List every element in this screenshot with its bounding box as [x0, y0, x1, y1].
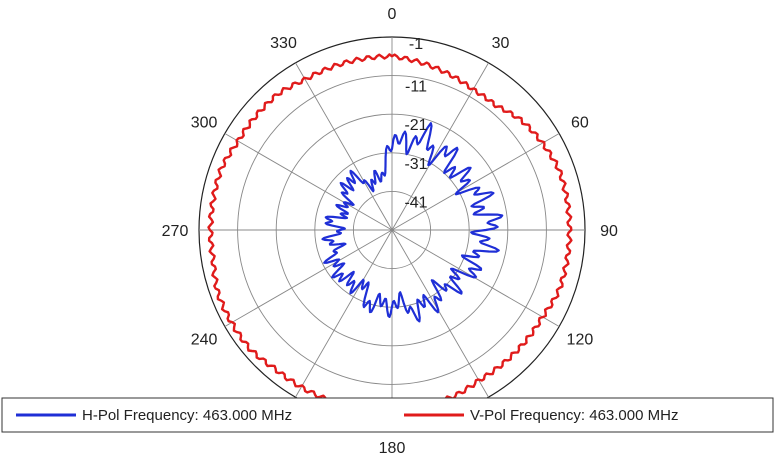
angle-tick-label-180: 180: [379, 440, 406, 457]
angle-tick-label-30: 30: [492, 35, 510, 52]
angle-tick-label-270: 270: [162, 223, 189, 240]
grid-spoke-300: [224, 133, 393, 231]
tick-labels: 0 30 60 90 120 180 240 270 300 330 -1 -11 -21 -31 -41: [162, 6, 618, 457]
radial-tick-label-3: -31: [404, 156, 427, 173]
radial-tick-label-0: -1: [409, 36, 423, 53]
grid-spoke-120: [391, 229, 560, 327]
grid-spoke-60: [391, 133, 560, 231]
radial-tick-label-2: -21: [404, 117, 427, 134]
radial-tick-label-1: -11: [405, 79, 427, 96]
legend-label-v-pol: V-Pol Frequency: 463.000 MHz: [470, 407, 678, 424]
grid-spoke-210: [295, 229, 393, 398]
grid-spoke-30: [391, 62, 489, 231]
grid-spoke-150: [391, 229, 489, 398]
series-line-h-pol: [321, 122, 504, 323]
radial-tick-label-4: -41: [404, 194, 427, 211]
angle-tick-label-90: 90: [600, 223, 618, 240]
polar-grid: [198, 36, 586, 424]
angle-tick-label-330: 330: [270, 35, 297, 52]
legend-label-h-pol: H-Pol Frequency: 463.000 MHz: [82, 407, 292, 424]
angle-tick-label-240: 240: [191, 332, 218, 349]
legend-box: [1, 397, 774, 433]
angle-tick-label-60: 60: [571, 115, 589, 132]
angle-tick-label-300: 300: [191, 115, 218, 132]
grid-spoke-240: [224, 229, 393, 327]
angle-tick-label-120: 120: [567, 332, 594, 349]
angle-tick-label-0: 0: [388, 6, 397, 23]
legend: H-Pol Frequency: 463.000 MHz V-Pol Frequ…: [1, 397, 774, 433]
grid-spoke-330: [295, 62, 393, 231]
